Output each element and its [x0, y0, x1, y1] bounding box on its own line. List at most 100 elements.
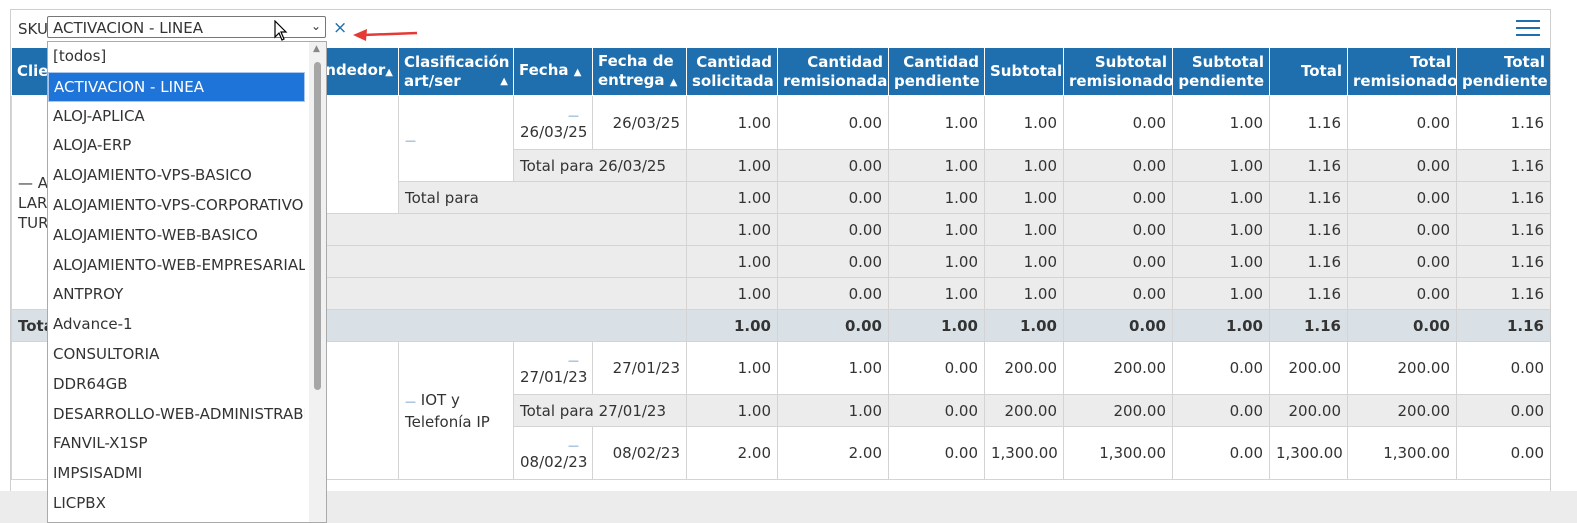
dropdown-option[interactable]: ALOJAMIENTO-WEB-BASICO: [53, 225, 258, 244]
sku-selected-value: ACTIVACION - LINEA: [53, 19, 203, 37]
value-cell: 1.00: [686, 394, 778, 427]
dropdown-option[interactable]: DDR64GB: [53, 374, 128, 393]
clasificacion-cell: —: [398, 95, 514, 182]
value-cell: 0.00: [888, 426, 985, 480]
value-cell: 0.00: [1347, 309, 1457, 342]
value-cell: 1.00: [686, 213, 778, 246]
value-cell: 0.00: [1063, 309, 1173, 342]
value-cell: 1.16: [1456, 95, 1550, 150]
value-cell: 1.16: [1456, 149, 1550, 182]
scroll-up-icon[interactable]: ▲: [313, 44, 320, 54]
dropdown-options: [todos] ACTIVACION - LINEA ALOJ-APLICA ALOJ…: [48, 42, 310, 519]
value-cell: 1.00: [1172, 277, 1270, 310]
col-subtotal-pendiente[interactable]: Subtotal pendiente: [1172, 47, 1270, 96]
value-cell: 0.00: [777, 181, 889, 214]
dropdown-option[interactable]: FANVIL-X1SP: [53, 434, 148, 453]
value-cell: 1.16: [1269, 277, 1348, 310]
value-cell: 200.00: [1063, 394, 1173, 427]
col-subtotal[interactable]: Subtotal: [984, 47, 1064, 96]
value-cell: 1,300.00: [984, 426, 1064, 480]
col-fecha[interactable]: Fecha ▲: [513, 47, 593, 96]
fecha-entrega-cell: 08/02/23: [592, 426, 687, 480]
subtotal-row: Total para 1.00 0.00 1.00 1.00 0.00 1.00…: [12, 181, 1550, 214]
clear-filter-icon[interactable]: ×: [333, 18, 348, 38]
col-cantidad-remisionada[interactable]: Cantidad remisionada: [777, 47, 889, 96]
value-cell: 1,300.00: [1269, 426, 1348, 480]
value-cell: 1.00: [1172, 309, 1270, 342]
value-cell: 0.00: [1347, 213, 1457, 246]
value-cell: 1.00: [777, 394, 889, 427]
dropdown-option[interactable]: ANTPROY: [53, 285, 124, 304]
sku-select[interactable]: ACTIVACION - LINEA ⌄: [47, 16, 326, 38]
value-cell: 200.00: [984, 394, 1064, 427]
value-cell: 0.00: [777, 95, 889, 150]
value-cell: 1.00: [1172, 95, 1270, 150]
dropdown-option[interactable]: DESARROLLO-WEB-ADMINISTRABLE: [53, 404, 305, 423]
col-total[interactable]: Total: [1269, 47, 1348, 96]
dropdown-option[interactable]: Advance-1: [53, 315, 133, 334]
dropdown-option[interactable]: ALOJAMIENTO-WEB-EMPRESARIAL: [53, 255, 305, 274]
sort-up-icon: ▲: [385, 67, 393, 78]
value-cell: 1.00: [686, 341, 778, 395]
dropdown-option[interactable]: ALOJAMIENTO-VPS-CORPORATIVO: [53, 195, 304, 214]
value-cell: 1.16: [1269, 245, 1348, 278]
value-cell: 0.00: [1063, 149, 1173, 182]
value-cell: 1.16: [1269, 149, 1348, 182]
subtotal-label: Total para 27/01/23: [513, 394, 687, 427]
value-cell: 0.00: [1456, 341, 1550, 395]
dropdown-option[interactable]: ALOJA-ERP: [53, 136, 132, 155]
col-total-pendiente[interactable]: Total pendiente: [1456, 47, 1550, 96]
col-cantidad-solicitada[interactable]: Cantidad solicitada: [686, 47, 778, 96]
fecha-cell: —26/03/25: [513, 95, 593, 150]
dropdown-option[interactable]: ALOJ-APLICA: [53, 106, 145, 125]
col-fecha-entrega[interactable]: Fecha de entrega ▲: [592, 47, 687, 96]
col-total-remisionado[interactable]: Total remisionado: [1347, 47, 1457, 96]
dropdown-option[interactable]: ACTIVACION - LINEA: [48, 71, 305, 102]
value-cell: 0.00: [1456, 394, 1550, 427]
dropdown-option[interactable]: LICPBX: [53, 493, 106, 512]
col-subtotal-remisionado[interactable]: Subtotal remisionado: [1063, 47, 1173, 96]
value-cell: 1.00: [686, 309, 778, 342]
scrollbar-thumb[interactable]: [314, 62, 321, 390]
subtotal-row: Total para 26/03/25 1.00 0.00 1.00 1.00 …: [12, 149, 1550, 182]
dropdown-scrollbar[interactable]: ▲: [309, 42, 326, 522]
value-cell: 1.00: [1172, 213, 1270, 246]
value-cell: 200.00: [1063, 341, 1173, 395]
dropdown-option[interactable]: CONSULTORIA: [53, 344, 160, 363]
mouse-cursor-icon: [274, 20, 288, 41]
fecha-entrega-cell: 26/03/25: [592, 95, 687, 150]
fecha-entrega-cell: 27/01/23: [592, 341, 687, 395]
value-cell: 1.00: [686, 95, 778, 150]
fecha-cell: —08/02/23: [513, 426, 593, 480]
value-cell: 1.00: [1172, 149, 1270, 182]
value-cell: 1.00: [984, 181, 1064, 214]
subtotal-label: Total para: [398, 181, 687, 214]
sku-dropdown-list[interactable]: [todos] ACTIVACION - LINEA ALOJ-APLICA ALOJ…: [47, 41, 327, 523]
dropdown-option[interactable]: IMPSISADMI: [53, 464, 143, 483]
hamburger-menu-icon[interactable]: [1516, 20, 1540, 36]
col-clasificacion[interactable]: Clasificación art/ser ▲: [398, 47, 514, 96]
value-cell: 1.16: [1456, 245, 1550, 278]
value-cell: 1.00: [686, 149, 778, 182]
value-cell: 1.16: [1456, 309, 1550, 342]
toolbar: SKU ACTIVACION - LINEA ⌄ ×: [11, 10, 1550, 48]
dropdown-option[interactable]: ALOJAMIENTO-VPS-BASICO: [53, 166, 252, 185]
chevron-down-icon: ⌄: [310, 19, 321, 33]
value-cell: 1.00: [888, 213, 985, 246]
value-cell: 0.00: [1063, 277, 1173, 310]
value-cell: 1,300.00: [1063, 426, 1173, 480]
col-cantidad-pendiente[interactable]: Cantidad pendiente: [888, 47, 985, 96]
value-cell: 0.00: [777, 149, 889, 182]
subtotal-row: Total para 27/01/23 1.00 1.00 0.00 200.0…: [12, 394, 1550, 427]
value-cell: 0.00: [888, 341, 985, 395]
value-cell: 200.00: [1347, 394, 1457, 427]
dropdown-option[interactable]: [todos]: [53, 47, 107, 65]
value-cell: 0.00: [1347, 277, 1457, 310]
value-cell: 0.00: [777, 213, 889, 246]
value-cell: 1.00: [888, 95, 985, 150]
value-cell: 0.00: [1347, 149, 1457, 182]
value-cell: 1.00: [984, 95, 1064, 150]
value-cell: 1.00: [888, 309, 985, 342]
value-cell: 1.00: [984, 277, 1064, 310]
value-cell: 2.00: [777, 426, 889, 480]
